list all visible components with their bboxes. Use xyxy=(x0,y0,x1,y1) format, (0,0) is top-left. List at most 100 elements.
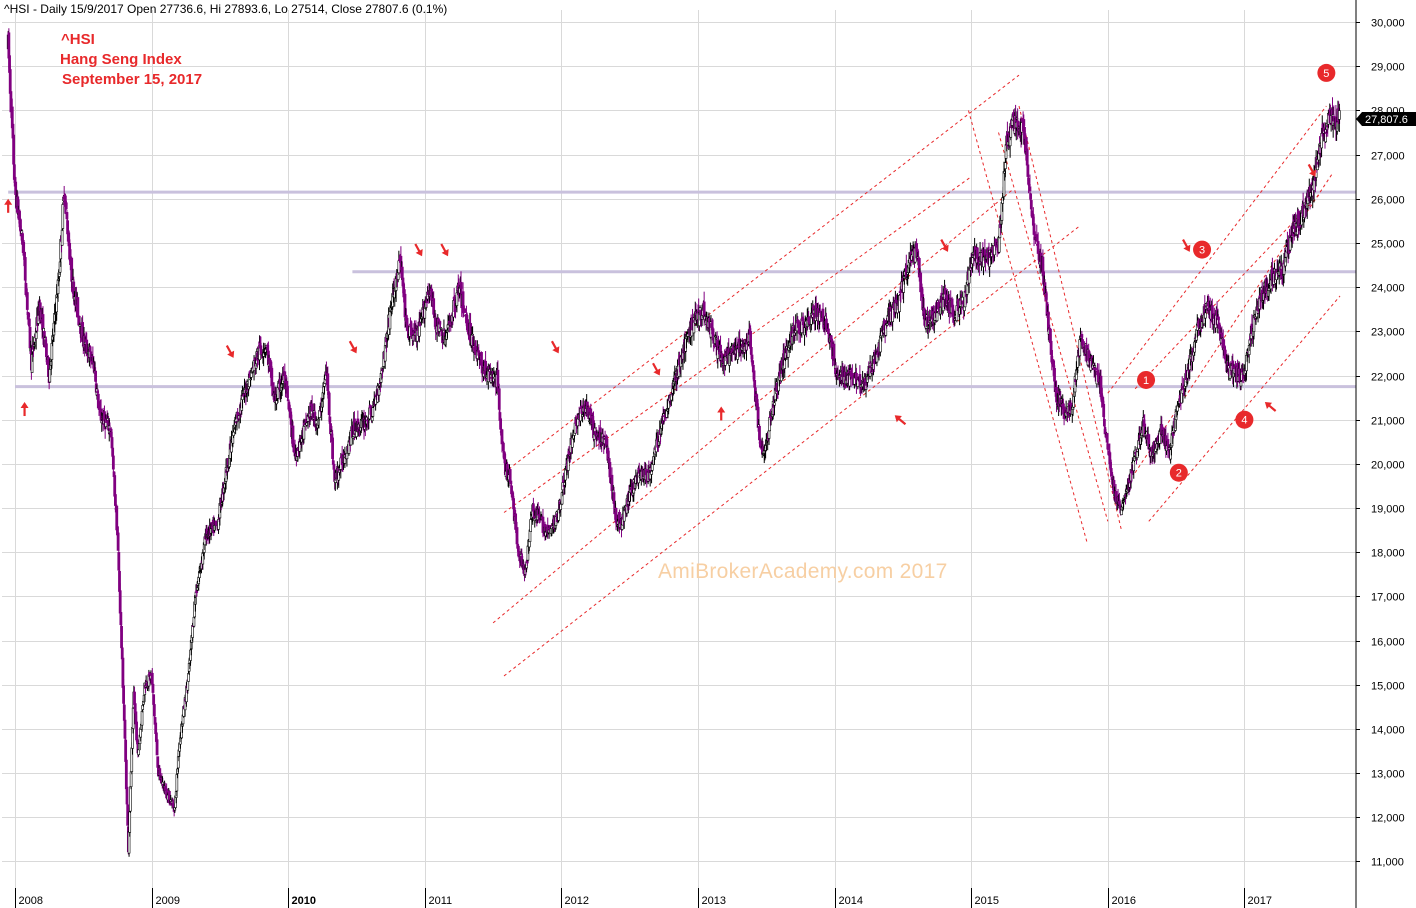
candle-up xyxy=(55,294,58,313)
candle-down xyxy=(108,428,112,432)
last-close-label: 27,807.6 xyxy=(1365,114,1408,126)
candle-up xyxy=(186,680,190,691)
candle-down xyxy=(605,435,608,447)
candle-down xyxy=(126,804,130,826)
chart-info-header: ^HSI - Daily 15/9/2017 Open 27736.6, Hi … xyxy=(4,2,448,16)
y-tick-label: 14,000 xyxy=(1371,725,1405,737)
candle-up xyxy=(650,470,653,475)
candle-up xyxy=(128,811,132,833)
candle-down xyxy=(111,447,115,456)
arrow-head xyxy=(350,346,358,354)
candle-down xyxy=(332,463,336,470)
candle-down xyxy=(1016,120,1020,128)
candle-down xyxy=(27,318,31,326)
wave-label-marker: 3 xyxy=(1193,240,1212,259)
candle-up xyxy=(1288,237,1292,251)
arrow-marker xyxy=(4,198,13,213)
y-tick-label: 19,000 xyxy=(1371,504,1405,516)
candle-up xyxy=(967,269,971,284)
trend-channel-line xyxy=(1018,105,1122,531)
candle-down xyxy=(750,354,754,360)
candle-down xyxy=(331,437,334,459)
wave-label-marker: 4 xyxy=(1235,410,1254,429)
x-tick-label: 2008 xyxy=(19,895,43,907)
candle-down xyxy=(152,704,156,717)
candle-up xyxy=(471,333,474,336)
candle-up xyxy=(383,345,387,362)
candle-up xyxy=(355,431,358,437)
candle-down xyxy=(122,685,125,704)
y-tick-label: 25,000 xyxy=(1371,239,1405,251)
x-tick-label: 2013 xyxy=(702,895,726,907)
chart-symbol: ^HSI xyxy=(61,31,95,48)
arrow-marker xyxy=(225,345,235,358)
candle-down xyxy=(608,462,612,478)
candle-down xyxy=(118,590,122,614)
candle-down xyxy=(1032,223,1036,235)
wave-label-text: 4 xyxy=(1241,415,1247,427)
candle-down xyxy=(111,455,115,470)
candle-down xyxy=(1028,186,1032,192)
wave-label-text: 5 xyxy=(1323,68,1329,80)
candle-up xyxy=(1078,339,1082,357)
x-tick-label: 2011 xyxy=(429,895,453,907)
candle-up xyxy=(317,418,321,421)
candle-down xyxy=(459,281,463,289)
wave-label-circle xyxy=(1169,463,1188,482)
candle-down xyxy=(116,532,120,551)
x-tick-label: 2014 xyxy=(839,895,863,907)
candle-up xyxy=(783,359,787,369)
trend-channel-line xyxy=(967,110,1088,544)
candle-down xyxy=(751,360,755,365)
trend-channel-line xyxy=(503,224,1081,677)
candle-up xyxy=(1245,355,1248,372)
candle-up xyxy=(455,292,459,306)
candle-up xyxy=(971,257,974,265)
arrow-annotations xyxy=(4,163,1317,426)
x-tick-label: 2015 xyxy=(975,895,999,907)
candle-down xyxy=(1094,367,1097,371)
candle-down xyxy=(509,480,513,484)
candle-up xyxy=(191,625,194,638)
candle-down xyxy=(1053,367,1056,382)
candle-up xyxy=(176,756,180,769)
candle-down xyxy=(461,291,465,314)
candle-down xyxy=(712,345,716,348)
y-tick-label: 27,000 xyxy=(1371,151,1405,163)
candle-down xyxy=(152,694,156,705)
candle-down xyxy=(499,418,503,430)
candle-down xyxy=(1147,434,1151,450)
watermark: AmiBrokerAcademy.com 2017 xyxy=(658,560,948,583)
candle-down xyxy=(1105,433,1109,443)
candle-down xyxy=(832,343,836,359)
arrow-marker xyxy=(348,340,358,354)
candle-up xyxy=(576,418,580,427)
candle-down xyxy=(156,756,160,768)
candle-down xyxy=(326,373,330,392)
arrow-marker xyxy=(1182,239,1191,252)
wave-count-labels: 1 2 3 4 5 xyxy=(1137,63,1336,482)
candle-down xyxy=(438,321,442,325)
arrow-head xyxy=(1309,169,1317,177)
candle-up xyxy=(560,492,564,505)
candle-up xyxy=(997,235,1001,253)
candle-up xyxy=(559,503,563,510)
candle-up xyxy=(196,587,199,591)
candle-up xyxy=(198,572,201,579)
candle-up xyxy=(446,324,450,329)
arrow-marker xyxy=(1307,163,1317,177)
candle-down xyxy=(64,202,68,210)
y-tick-label: 18,000 xyxy=(1371,548,1405,560)
candle-down xyxy=(454,308,457,310)
candle-up xyxy=(902,280,905,293)
candle-up xyxy=(885,323,889,326)
wave-label-marker: 2 xyxy=(1169,463,1188,482)
candle-up xyxy=(131,707,135,729)
trend-channel-lines xyxy=(492,74,1341,677)
candle-up xyxy=(1093,365,1097,368)
candle-down xyxy=(331,460,335,465)
candle-down xyxy=(23,257,27,281)
arrow-head xyxy=(552,346,560,354)
arrow-head xyxy=(415,249,423,257)
candle-up xyxy=(529,519,532,532)
